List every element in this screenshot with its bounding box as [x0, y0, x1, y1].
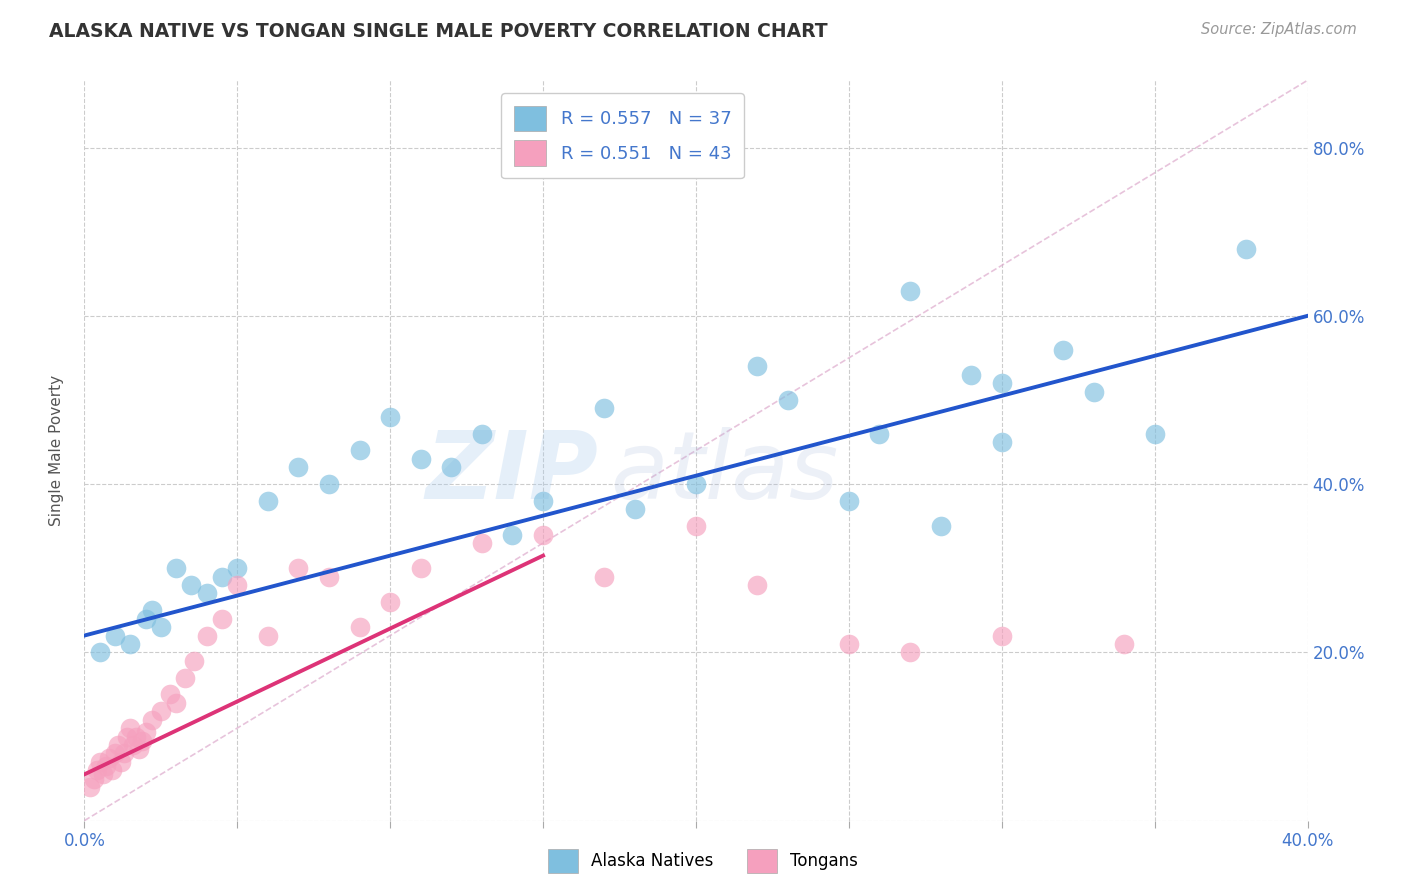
Point [1052, 343, 1074, 357]
Point [287, 561, 309, 575]
Text: atlas: atlas [610, 427, 838, 518]
Point [104, 747, 127, 761]
Point [89, 645, 111, 659]
Point [180, 578, 202, 592]
Point [159, 688, 181, 702]
Point [211, 569, 233, 583]
Point [349, 620, 371, 634]
Legend: Alaska Natives, Tongans: Alaska Natives, Tongans [541, 842, 865, 880]
Point [107, 738, 129, 752]
Point [747, 359, 769, 374]
Point [929, 519, 952, 533]
Point [838, 494, 860, 508]
Point [624, 502, 647, 516]
Legend: R = 0.557   N = 37, R = 0.551   N = 43: R = 0.557 N = 37, R = 0.551 N = 43 [501, 93, 744, 178]
Point [593, 569, 616, 583]
Point [838, 637, 860, 651]
Point [120, 721, 142, 735]
Point [349, 443, 371, 458]
Point [685, 519, 707, 533]
Point [318, 569, 340, 583]
Point [1236, 242, 1258, 256]
Point [128, 742, 150, 756]
Point [79, 780, 101, 794]
Text: ZIP: ZIP [425, 426, 598, 518]
Point [898, 284, 921, 298]
Point [257, 628, 280, 642]
Point [287, 460, 309, 475]
Point [125, 730, 148, 744]
Point [135, 612, 157, 626]
Point [149, 620, 172, 634]
Point [104, 628, 127, 642]
Point [531, 494, 554, 508]
Point [89, 755, 111, 769]
Point [380, 409, 402, 424]
Point [1114, 637, 1136, 651]
Point [502, 527, 524, 541]
Point [991, 628, 1014, 642]
Point [471, 536, 494, 550]
Point [318, 477, 340, 491]
Point [380, 595, 402, 609]
Text: ALASKA NATIVE VS TONGAN SINGLE MALE POVERTY CORRELATION CHART: ALASKA NATIVE VS TONGAN SINGLE MALE POVE… [49, 22, 828, 41]
Point [83, 772, 105, 786]
Point [776, 392, 799, 407]
Point [141, 603, 163, 617]
Point [135, 725, 157, 739]
Point [101, 763, 124, 777]
Point [960, 368, 983, 382]
Point [1083, 384, 1105, 399]
Point [110, 755, 132, 769]
Point [141, 713, 163, 727]
Point [131, 733, 153, 747]
Point [195, 628, 218, 642]
Point [195, 586, 218, 600]
Point [183, 654, 205, 668]
Point [747, 578, 769, 592]
Point [991, 376, 1014, 391]
Point [593, 401, 616, 416]
Point [869, 426, 891, 441]
Point [531, 527, 554, 541]
Point [149, 704, 172, 718]
Point [165, 696, 187, 710]
Point [165, 561, 187, 575]
Point [471, 426, 494, 441]
Point [211, 612, 233, 626]
Point [115, 730, 138, 744]
Point [112, 747, 135, 761]
Point [97, 750, 120, 764]
Point [94, 759, 117, 773]
Point [226, 561, 249, 575]
Point [257, 494, 280, 508]
Point [685, 477, 707, 491]
Text: Source: ZipAtlas.com: Source: ZipAtlas.com [1201, 22, 1357, 37]
Point [409, 451, 432, 466]
Point [91, 767, 114, 781]
Point [409, 561, 432, 575]
Point [86, 763, 108, 777]
Point [122, 738, 145, 752]
Point [174, 671, 197, 685]
Point [991, 435, 1014, 450]
Point [898, 645, 921, 659]
Point [440, 460, 463, 475]
Y-axis label: Single Male Poverty: Single Male Poverty [49, 375, 63, 526]
Point [120, 637, 142, 651]
Point [226, 578, 249, 592]
Point [1143, 426, 1166, 441]
